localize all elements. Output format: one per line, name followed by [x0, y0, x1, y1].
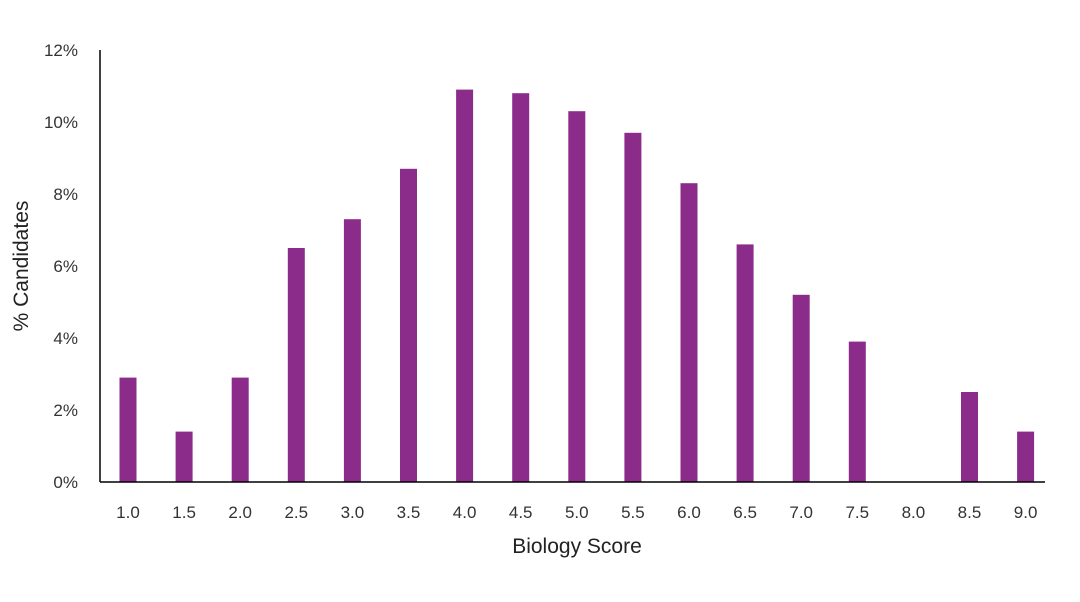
- x-tick-label: 9.0: [1014, 503, 1038, 522]
- x-tick-label: 2.5: [284, 503, 308, 522]
- bar-1.5: [175, 431, 193, 482]
- bar-2.0: [231, 377, 249, 482]
- x-tick-label: 1.0: [116, 503, 140, 522]
- x-tick-label: 5.5: [621, 503, 645, 522]
- x-tick-label: 8.5: [958, 503, 982, 522]
- bar-3.0: [343, 219, 361, 482]
- bar-3.5: [400, 168, 417, 483]
- x-tick-label: 6.0: [677, 503, 701, 522]
- y-tick-label: 12%: [44, 41, 78, 60]
- y-tick-labels: 0% 2% 4% 6% 8% 10% 12%: [44, 41, 78, 492]
- y-tick-label: 2%: [53, 401, 78, 420]
- y-axis-title: % Candidates: [10, 201, 33, 332]
- bar-6.5: [736, 244, 754, 482]
- y-tick-label: 0%: [53, 473, 78, 492]
- y-tick-label: 10%: [44, 113, 78, 132]
- x-tick-labels: 1.0 1.5 2.0 2.5 3.0 3.5 4.0 4.5 5.0 5.5 6.0 6.5 7.0 7…: [116, 503, 1037, 522]
- bar-1.0: [119, 377, 137, 482]
- bar-4.5: [512, 93, 530, 482]
- bar-5.0: [568, 111, 586, 482]
- x-tick-label: 7.5: [845, 503, 869, 522]
- x-tick-label: 8.0: [902, 503, 926, 522]
- x-tick-label: 1.5: [172, 503, 196, 522]
- bar-2.5: [287, 248, 305, 482]
- bar-7.0: [792, 294, 810, 482]
- x-axis-title: Biology Score: [512, 535, 642, 558]
- x-tick-label: 5.0: [565, 503, 589, 522]
- bar-9.0: [1017, 431, 1035, 482]
- bar-5.5: [624, 132, 642, 483]
- bar-7.5: [848, 341, 866, 482]
- bar-4.0: [456, 89, 474, 482]
- x-tick-label: 4.0: [453, 503, 477, 522]
- y-tick-label: 4%: [53, 329, 78, 348]
- x-tick-label: 7.0: [789, 503, 813, 522]
- x-tick-label: 3.0: [341, 503, 365, 522]
- y-tick-label: 8%: [53, 185, 78, 204]
- x-tick-label: 4.5: [509, 503, 533, 522]
- x-tick-label: 2.0: [228, 503, 252, 522]
- bar-8.5: [961, 392, 978, 482]
- x-tick-label: 3.5: [397, 503, 421, 522]
- bars: [119, 89, 1035, 483]
- y-tick-label: 6%: [53, 257, 78, 276]
- x-tick-label: 6.5: [733, 503, 757, 522]
- bar-6.0: [680, 183, 698, 482]
